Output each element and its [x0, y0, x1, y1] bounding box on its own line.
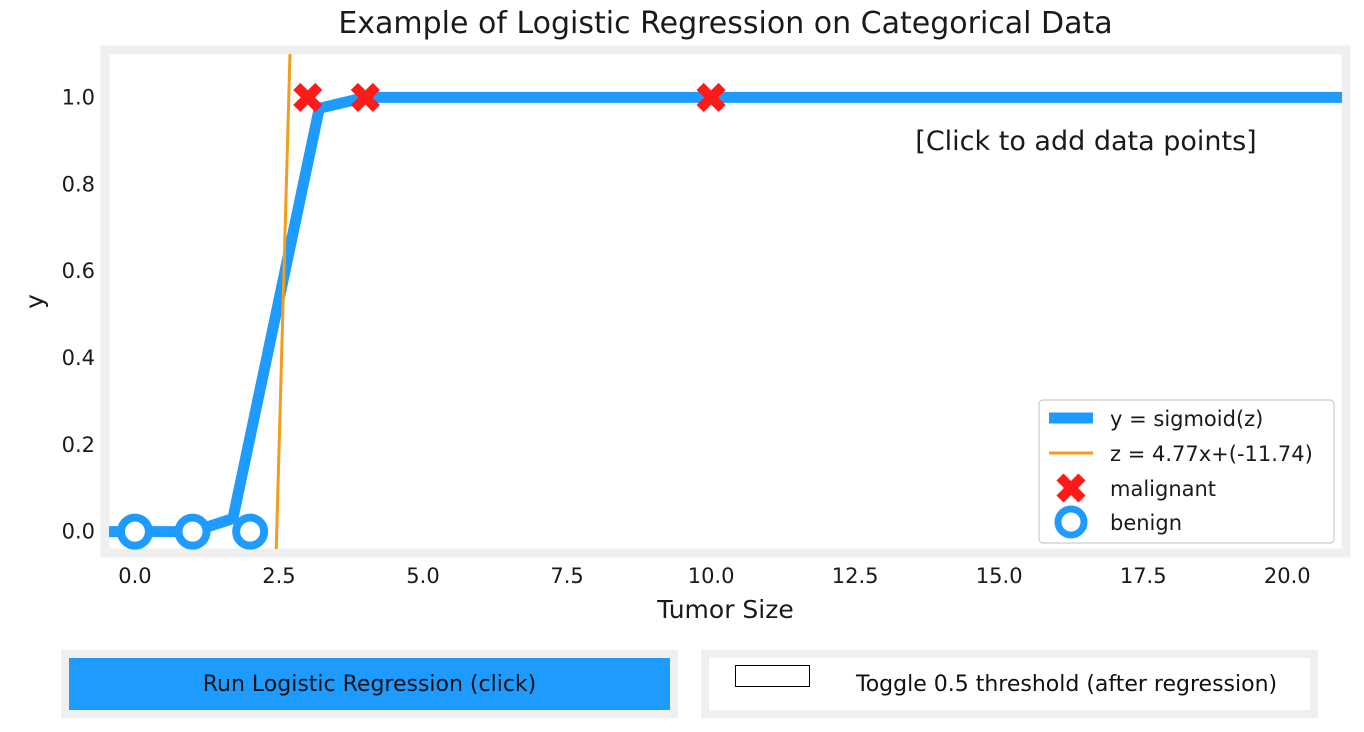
run-regression-label: Run Logistic Regression (click)	[202, 671, 537, 697]
toggle-checkbox[interactable]	[735, 665, 810, 687]
y-tick-label: 0.0	[62, 520, 95, 544]
malignant-point	[293, 82, 323, 112]
y-tick-label: 0.4	[62, 346, 95, 370]
x-tick-label: 7.5	[550, 564, 583, 588]
click-annotation: [Click to add data points]	[915, 126, 1256, 157]
logistic-regression-chart[interactable]: Example of Logistic Regression on Catego…	[0, 0, 1364, 640]
malignant-point-stroke-b	[696, 82, 726, 112]
chart-title: Example of Logistic Regression on Catego…	[338, 6, 1112, 41]
legend-label: benign	[1110, 511, 1182, 535]
toggle-threshold-button[interactable]: Toggle 0.5 threshold (after regression)	[709, 658, 1310, 710]
y-tick-label: 0.2	[62, 433, 95, 457]
legend-box	[1038, 399, 1335, 544]
y-tick-label: 0.8	[62, 172, 95, 196]
toggle-threshold-label: Toggle 0.5 threshold (after regression)	[856, 671, 1278, 697]
x-axis-label: Tumor Size	[656, 595, 794, 624]
malignant-point-stroke-b	[293, 82, 323, 112]
x-tick-label: 10.0	[688, 564, 735, 588]
malignant-point	[350, 82, 380, 112]
legend-malignant-swatch	[1056, 473, 1086, 503]
x-tick-label: 2.5	[262, 564, 295, 588]
x-tick-label: 17.5	[1120, 564, 1167, 588]
benign-point	[232, 513, 269, 550]
linear-z-line	[274, 54, 292, 549]
benign-point	[116, 513, 153, 550]
x-tick-label: 20.0	[1264, 564, 1311, 588]
legend-benign-swatch	[1054, 505, 1088, 539]
run-regression-button[interactable]: Run Logistic Regression (click)	[69, 658, 670, 710]
toggle-threshold-button-frame: Toggle 0.5 threshold (after regression)	[701, 650, 1318, 718]
y-axis-label: y	[20, 294, 49, 309]
legend-label: z = 4.77x+(-11.74)	[1110, 442, 1313, 466]
y-tick-label: 1.0	[62, 85, 95, 109]
x-tick-label: 15.0	[976, 564, 1023, 588]
chart-legend: y = sigmoid(z) z = 4.77x+(-11.74) malignan…	[1038, 399, 1335, 544]
run-regression-button-frame: Run Logistic Regression (click)	[61, 650, 678, 718]
malignant-point	[696, 82, 726, 112]
plot-area	[109, 54, 1342, 549]
sigmoid-curve	[109, 91, 1342, 538]
x-tick-label: 12.5	[832, 564, 879, 588]
y-tick-label: 0.6	[62, 259, 95, 283]
legend-label: y = sigmoid(z)	[1110, 407, 1263, 431]
benign-point	[174, 513, 211, 550]
x-tick-label: 0.0	[118, 564, 151, 588]
malignant-point-stroke-b	[350, 82, 380, 112]
x-tick-label: 5.0	[406, 564, 439, 588]
legend-label: malignant	[1110, 477, 1216, 501]
legend-malignant-swatch-stroke-b	[1056, 473, 1086, 503]
